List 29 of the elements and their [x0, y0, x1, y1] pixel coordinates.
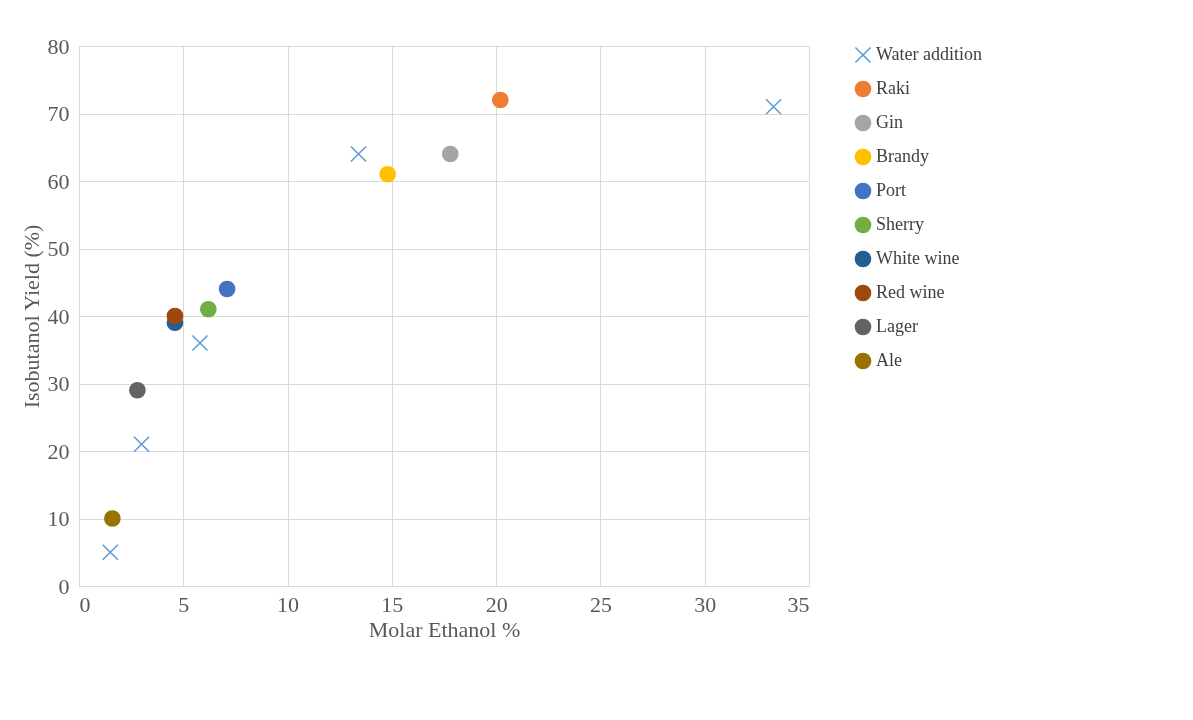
y-tick-label: 20 [47, 438, 70, 464]
legend-label: White wine [876, 248, 960, 268]
x-tick-label: 15 [381, 591, 404, 617]
legend-label: Lager [876, 316, 918, 336]
y-tick-label: 10 [47, 506, 70, 531]
legend-label: Water addition [876, 44, 983, 64]
x-tick-label: 10 [277, 591, 300, 617]
legend-label: Ale [876, 350, 902, 370]
y-tick-label: 60 [47, 168, 70, 194]
legend-label: Sherry [876, 214, 924, 234]
x-axis-title: Molar Ethanol % [368, 616, 521, 642]
x-tick-label: 35 [787, 591, 810, 617]
legend-label: Gin [876, 112, 903, 132]
y-tick-label: 50 [47, 236, 70, 261]
x-tick-label: 20 [485, 591, 508, 617]
x-tick-label: 0 [79, 591, 91, 617]
y-tick-label: 30 [47, 371, 70, 396]
legend-label: Raki [876, 78, 910, 98]
y-axis-title: Isobutanol Yield (%) [18, 224, 44, 409]
x-tick-label: 5 [178, 591, 190, 617]
y-tick-label: 0 [58, 573, 70, 599]
legend-label: Brandy [876, 146, 929, 166]
x-tick-label: 30 [694, 591, 717, 617]
legend-label: Red wine [876, 282, 945, 302]
x-tick-label: 25 [589, 591, 612, 617]
legend-label: Port [876, 180, 907, 200]
y-tick-label: 70 [47, 101, 70, 126]
y-tick-label: 80 [47, 33, 70, 59]
y-tick-label: 40 [47, 303, 70, 329]
